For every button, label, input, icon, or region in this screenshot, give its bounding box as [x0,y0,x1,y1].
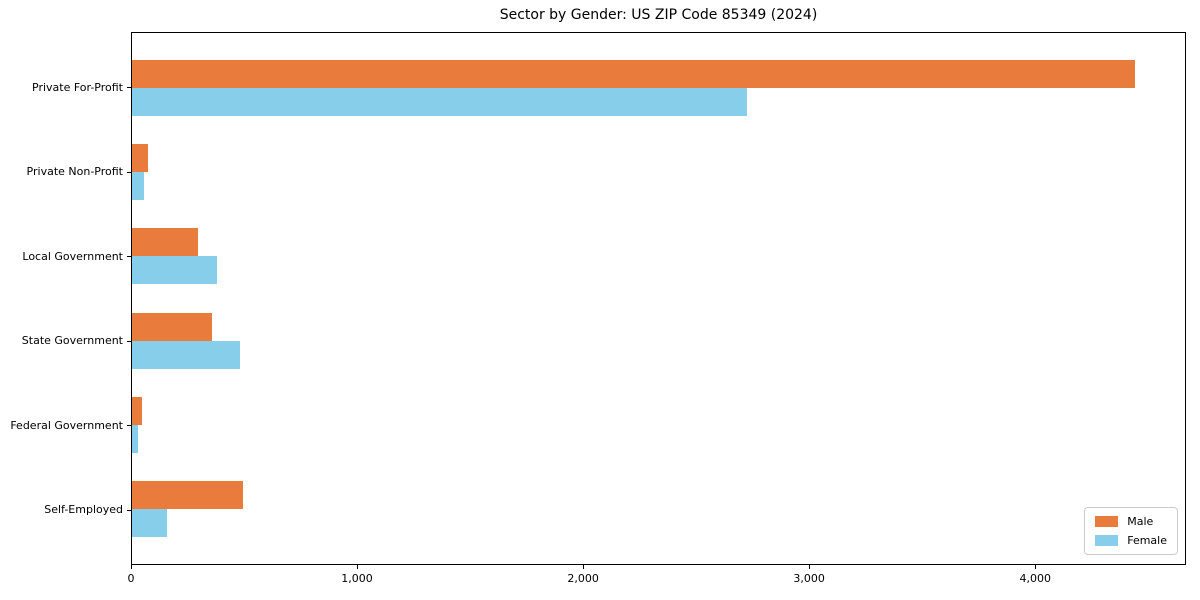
y-tick-mark [127,509,131,511]
category-row [132,130,1185,214]
bar-group [132,60,1185,117]
y-tick-mark [127,256,131,258]
y-axis-label: Self-Employed [44,503,123,517]
category-row [132,46,1185,130]
x-tick-label: 1,000 [341,572,373,585]
y-axis-label: Private Non-Profit [26,165,123,179]
legend-label-male: Male [1127,515,1154,528]
category-row [132,299,1185,383]
plot-area: Male Female [131,32,1186,565]
x-tick-label: 0 [127,572,135,585]
category-row [132,214,1185,298]
legend-item-male: Male [1095,515,1167,528]
bar-group [132,228,1185,285]
y-tick-mark [127,87,131,89]
category-row [132,383,1185,467]
x-tick-label: 4,000 [1019,572,1051,585]
bar-female [132,340,240,369]
x-tick-mark [357,565,359,569]
bar-male [132,144,148,173]
x-tick-label: 2,000 [567,572,599,585]
bar-female [132,172,145,201]
x-tick-label: 3,000 [793,572,825,585]
bar-male [132,396,142,425]
bar-male [132,228,199,257]
bar-group [132,312,1185,369]
bar-male [132,312,212,341]
chart-title: Sector by Gender: US ZIP Code 85349 (202… [499,7,818,23]
legend-label-female: Female [1127,534,1167,547]
bar-group [132,480,1185,537]
bar-male [132,480,243,509]
y-axis-label: Federal Government [10,418,123,432]
x-tick-mark [1035,565,1037,569]
x-tick-mark [583,565,585,569]
bar-female [132,424,138,453]
x-tick-mark [131,565,132,569]
male-series-swatch [1095,516,1119,527]
y-axis-labels: Private For-Profit Private Non-Profit Loca… [0,32,123,565]
x-tick-mark [809,565,811,569]
legend: Male Female [1084,507,1178,555]
category-row [132,467,1185,551]
y-tick-mark [127,171,131,173]
y-tick-mark [127,340,131,342]
y-axis-label: Local Government [22,249,123,263]
bar-rows [132,33,1185,564]
legend-item-female: Female [1095,534,1167,547]
bar-group [132,144,1185,201]
female-series-swatch [1095,535,1119,546]
y-tick-mark [127,425,131,427]
bar-male [132,60,1135,89]
x-axis: 0 1,000 2,000 3,000 4,000 [127,565,1186,595]
bar-female [132,88,747,117]
y-axis-label: Private For-Profit [32,80,123,94]
bar-female [132,256,217,285]
bar-group [132,396,1185,453]
bar-female [132,508,167,537]
y-axis-label: State Government [21,334,123,348]
